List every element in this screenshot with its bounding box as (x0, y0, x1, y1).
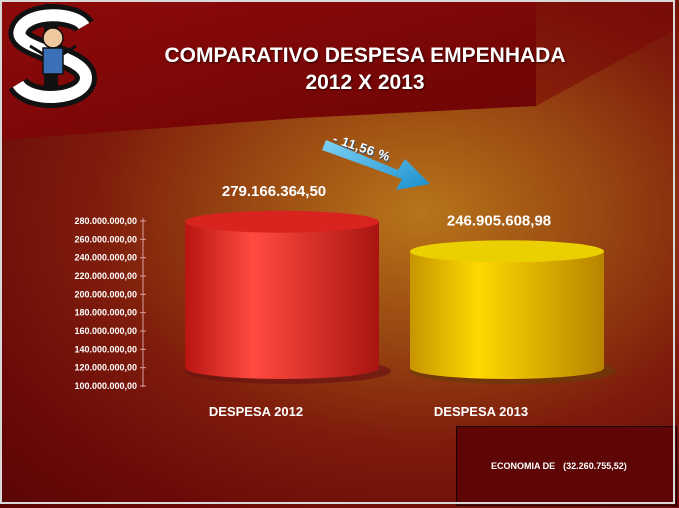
chart-title: COMPARATIVO DESPESA EMPENHADA 2012 X 201… (110, 42, 620, 96)
category-label: DESPESA 2013 (434, 404, 528, 419)
bar-body (185, 221, 379, 379)
category-label: DESPESA 2012 (209, 404, 303, 419)
y-tick-label: 240.000.000,00 (74, 253, 137, 263)
y-tick-label: 220.000.000,00 (74, 271, 137, 281)
dollar-man-logo (6, 4, 98, 108)
y-tick-label: 280.000.000,00 (74, 216, 137, 226)
bar-body (410, 251, 604, 379)
y-tick-label: 160.000.000,00 (74, 326, 137, 336)
economy-box: ECONOMIA DE (32.260.755,52) (456, 426, 677, 506)
bar-top (410, 240, 604, 263)
y-tick-label: 200.000.000,00 (74, 289, 137, 299)
y-tick-label: 120.000.000,00 (74, 363, 137, 373)
chart-title-line1: COMPARATIVO DESPESA EMPENHADA (164, 44, 566, 67)
data-label: 279.166.364,50 (222, 183, 326, 200)
y-tick-label: 260.000.000,00 (74, 234, 137, 244)
y-tick-label: 140.000.000,00 (74, 344, 137, 354)
data-label: 246.905.608,98 (447, 212, 551, 229)
economy-value: (32.260.755,52) (563, 461, 627, 471)
decrease-arrow-icon (322, 140, 430, 190)
y-tick-label: 100.000.000,00 (74, 381, 137, 391)
chart-title-line2: 2012 X 2013 (305, 71, 425, 94)
y-tick-label: 180.000.000,00 (74, 308, 137, 318)
economy-label: ECONOMIA DE (491, 461, 556, 471)
bar-top (185, 210, 379, 233)
